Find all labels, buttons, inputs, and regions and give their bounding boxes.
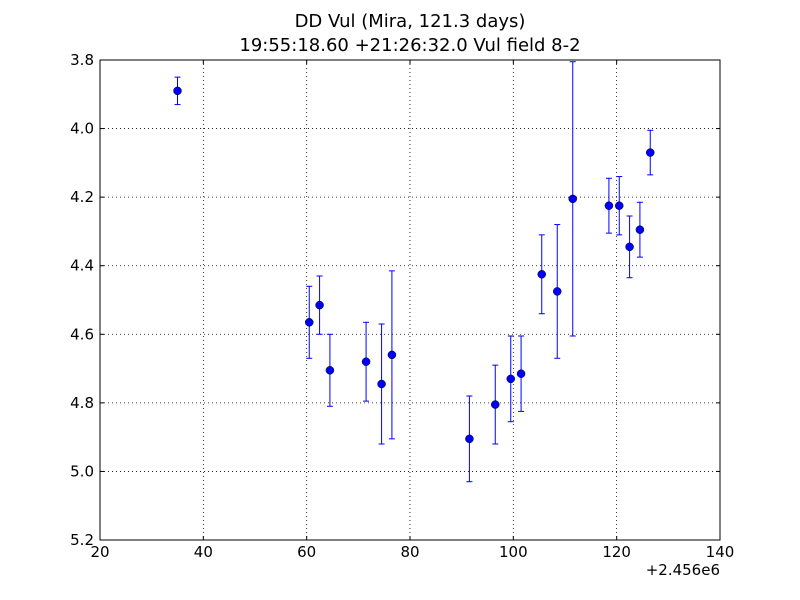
data-point: [604, 201, 614, 210]
data-point: [377, 379, 386, 389]
data-point: [325, 366, 335, 375]
x-tick-label: 140: [706, 543, 735, 561]
y-tick-label: 4.0: [70, 120, 94, 138]
data-point: [506, 374, 515, 384]
chart-subtitle: 19:55:18.60 +21:26:32.0 Vul field 8-2: [239, 35, 581, 56]
data-point: [491, 400, 500, 409]
data-point: [315, 300, 324, 310]
axis-ticks: 20 40 60 80 100 120 140 3.8 4.0 4.2 4.4 4.6 4.8 5.0 5.…: [70, 51, 734, 561]
data-point: [635, 225, 645, 234]
data-point: [173, 86, 182, 96]
y-tick-label: 4.4: [70, 257, 94, 275]
data-point: [553, 287, 562, 296]
x-axis-offset-label: +2.456e6: [646, 561, 720, 579]
y-tick-label: 5.2: [70, 531, 94, 549]
data-point: [387, 350, 397, 360]
y-tick-label: 4.6: [70, 325, 94, 343]
data-point: [361, 357, 371, 366]
data-point: [537, 270, 546, 279]
data-point: [625, 242, 634, 252]
chart-title: DD Vul (Mira, 121.3 days): [294, 11, 526, 32]
y-tick-label: 4.2: [70, 188, 94, 206]
x-tick-label: 100: [499, 543, 528, 561]
data-point: [516, 369, 526, 378]
data-point: [568, 194, 577, 204]
grid: [100, 60, 720, 540]
data-point: [465, 434, 474, 444]
x-tick-label: 120: [602, 543, 631, 561]
x-tick-label: 20: [90, 543, 109, 561]
data-series: [173, 61, 655, 483]
x-tick-label: 60: [297, 543, 316, 561]
data-point: [646, 148, 655, 157]
y-tick-label: 3.8: [70, 51, 94, 69]
x-tick-label: 80: [400, 543, 419, 561]
y-tick-label: 4.8: [70, 394, 94, 412]
data-point: [305, 318, 314, 327]
y-tick-label: 5.0: [70, 462, 94, 480]
data-point: [615, 201, 624, 210]
x-tick-label: 40: [194, 543, 213, 561]
